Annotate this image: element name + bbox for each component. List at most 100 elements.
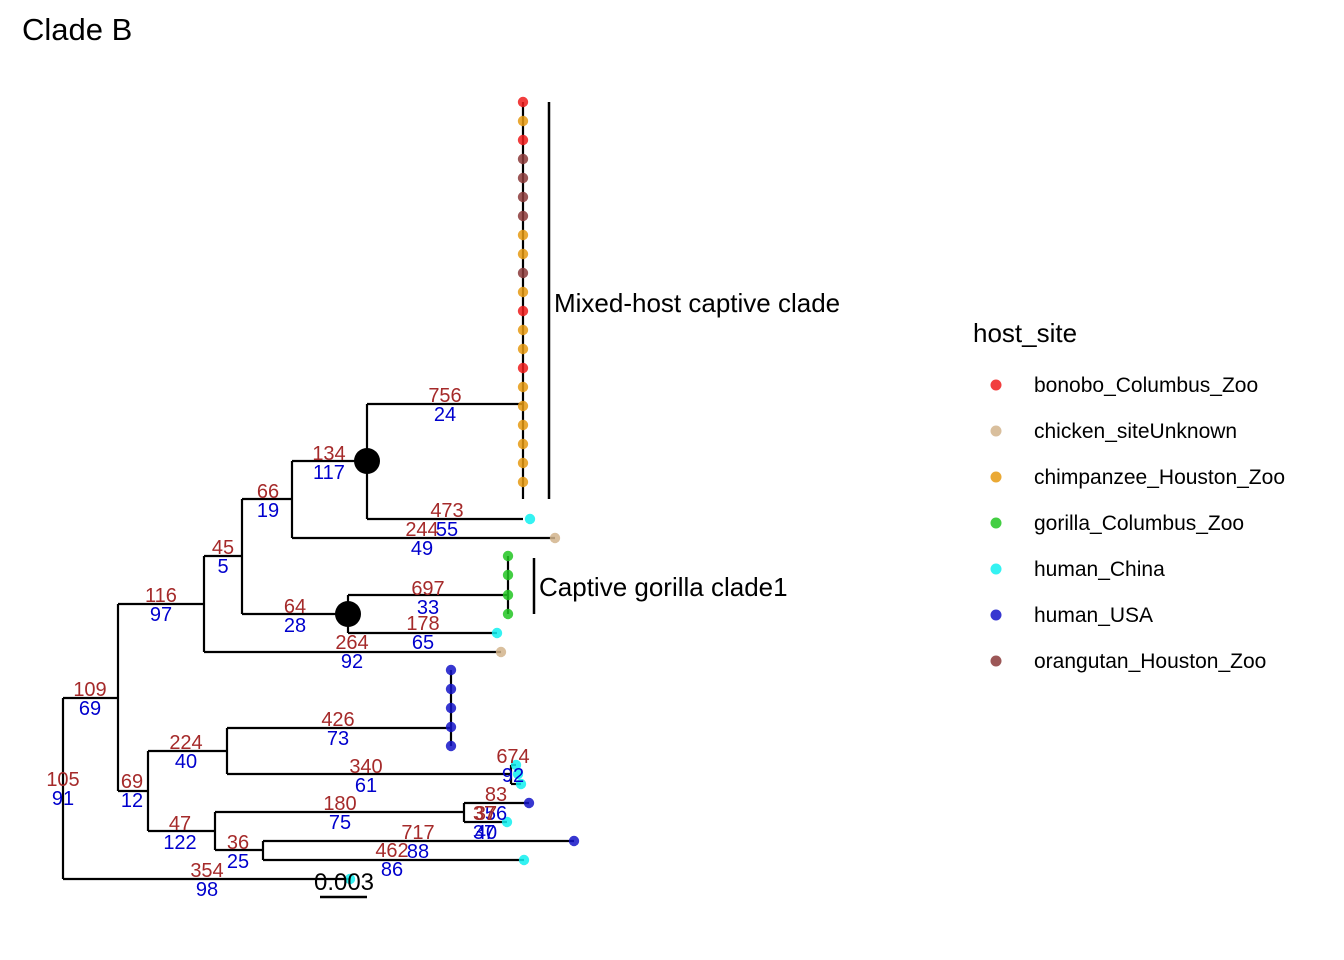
mixed-clade-label: Mixed-host captive clade (554, 288, 840, 318)
node-label-bottom: 12 (121, 790, 143, 812)
tip-point-chimpanzee_Houston_Zoo (517, 400, 529, 412)
scale-bar-label: 0.003 (314, 869, 374, 896)
node-label-bottom: 56 (485, 803, 507, 825)
node-label-top: 134 (312, 443, 345, 465)
node-label-top: 180 (323, 793, 356, 815)
tip-point-human_China (501, 816, 513, 828)
tip-point-human_China (344, 873, 356, 885)
node-label-top: 354 (190, 860, 223, 882)
node-label-bottom: 75 (329, 812, 351, 834)
node-label-bottom: 49 (411, 538, 433, 560)
node-label-top: 426 (321, 709, 354, 731)
legend-label-chimpanzee_Houston_Zoo: chimpanzee_Houston_Zoo (1034, 466, 1285, 489)
node-label-top: 66 (257, 481, 279, 503)
node-label-bottom: 91 (52, 788, 74, 810)
tip-point-human_China (491, 627, 503, 639)
node-label-top: 83 (485, 784, 507, 806)
tip-point-human_China (510, 759, 522, 771)
tip-point-gorilla_Columbus_Zoo (502, 550, 514, 562)
node-label-bottom: 98 (196, 879, 218, 901)
legend-key-human_USA (990, 609, 1002, 621)
node-label-bottom: 92 (341, 651, 363, 673)
node-label-top: 224 (169, 732, 202, 754)
node-label-top: 674 (496, 746, 529, 768)
tip-point-chimpanzee_Houston_Zoo (517, 115, 529, 127)
tip-point-gorilla_Columbus_Zoo (502, 569, 514, 581)
node-label-bottom: 117 (313, 462, 345, 484)
node-label-top: 47 (169, 813, 191, 835)
highlighted-node-1 (335, 601, 361, 627)
node-label-bottom: 40 (175, 751, 197, 773)
node-label-bottom: 55 (436, 519, 458, 541)
gorilla-clade-label: Captive gorilla clade1 (539, 572, 788, 602)
legend-label-orangutan_Houston_Zoo: orangutan_Houston_Zoo (1034, 650, 1266, 673)
node-label-top: 64 (284, 596, 306, 618)
tip-point-bonobo_Columbus_Zoo (517, 96, 529, 108)
node-label-top: 244 (405, 519, 438, 541)
node-label-top: 473 (430, 500, 463, 522)
node-label-top: 717 (401, 822, 434, 844)
node-label-bottom: 5 (217, 556, 228, 578)
node-label-bottom: 92 (502, 765, 524, 787)
node-label-bottom: 28 (284, 615, 306, 637)
node-label-bottom: 65 (412, 632, 434, 654)
tip-point-chicken_siteUnknown (549, 532, 561, 544)
node-label-top: 178 (406, 613, 439, 635)
node-label-bottom: 61 (355, 775, 377, 797)
legend-key-human_China (990, 563, 1002, 575)
node-label-bottom: 69 (79, 698, 101, 720)
figure-title: Clade B (22, 12, 132, 47)
legend-label-gorilla_Columbus_Zoo: gorilla_Columbus_Zoo (1034, 512, 1244, 535)
tip-point-human_USA (523, 797, 535, 809)
legend-label-human_USA: human_USA (1034, 604, 1153, 627)
legend-label-chicken_siteUnknown: chicken_siteUnknown (1034, 420, 1237, 443)
tip-point-gorilla_Columbus_Zoo (502, 608, 514, 620)
tip-point-bonobo_Columbus_Zoo (517, 305, 529, 317)
highlighted-nodes (335, 448, 380, 627)
tip-point-chimpanzee_Houston_Zoo (517, 229, 529, 241)
node-label-bottom: 122 (163, 832, 196, 854)
tip-point-human_USA (445, 721, 457, 733)
tip-point-orangutan_Houston_Zoo (517, 267, 529, 279)
node-label-top: 462 (375, 840, 408, 862)
tip-point-chimpanzee_Houston_Zoo (517, 438, 529, 450)
tip-point-chimpanzee_Houston_Zoo (517, 286, 529, 298)
tip-point-chicken_siteUnknown (495, 646, 507, 658)
tip-point-human_USA (445, 683, 457, 695)
node-label-top: 340 (349, 756, 382, 778)
highlighted-node-0 (354, 448, 380, 474)
legend-key-gorilla_Columbus_Zoo (990, 517, 1002, 529)
node-label-top: 45 (212, 537, 234, 559)
node-label-top: 756 (428, 385, 461, 407)
tip-point-chimpanzee_Houston_Zoo (517, 343, 529, 355)
tip-point-human_China (512, 768, 524, 780)
tip-point-human_USA (445, 664, 457, 676)
node-label-top: 37 (473, 803, 495, 825)
node-label-top: 69 (121, 771, 143, 793)
tip-point-bonobo_Columbus_Zoo (517, 134, 529, 146)
legend-key-bonobo_Columbus_Zoo (990, 379, 1002, 391)
node-label-top: 109 (73, 679, 106, 701)
node-label-bottom: 73 (327, 728, 349, 750)
tip-point-bonobo_Columbus_Zoo (517, 362, 529, 374)
legend-label-human_China: human_China (1034, 558, 1165, 581)
node-label-bottom: 25 (227, 851, 249, 873)
tip-point-human_USA (445, 740, 457, 752)
node-label-top: 105 (46, 769, 79, 791)
tip-point-orangutan_Houston_Zoo (517, 210, 529, 222)
legend: bonobo_Columbus_Zoo chicken_siteUnknownch… (990, 374, 1285, 673)
node-label-bottom: 97 (150, 604, 172, 626)
tip-point-human_China (518, 854, 530, 866)
node-label-bottom: 86 (381, 859, 403, 881)
node-label-bottom: 33 (417, 597, 439, 619)
tip-point-chimpanzee_Houston_Zoo (517, 324, 529, 336)
node-label-top: 116 (145, 585, 177, 607)
tip-point-chimpanzee_Houston_Zoo (517, 476, 529, 488)
legend-key-chimpanzee_Houston_Zoo (990, 471, 1002, 483)
tip-point-human_USA (568, 835, 580, 847)
node-label-bottom: 37 (473, 822, 495, 844)
node-label-bottom: 40 (475, 822, 497, 844)
node-label-bottom: 24 (434, 404, 456, 426)
